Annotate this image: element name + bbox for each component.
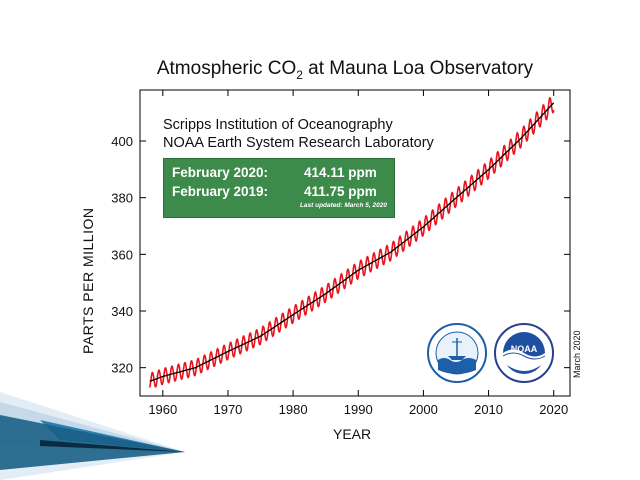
monthly-series-line xyxy=(149,96,555,388)
reading-2019-label: February 2019: xyxy=(172,184,269,199)
reading-row-2020: February 2020: 414.11 ppm xyxy=(172,165,377,180)
institution-line-2: NOAA Earth System Research Laboratory xyxy=(163,135,434,151)
latest-reading-box: February 2020: 414.11 ppm February 2019:… xyxy=(163,158,395,218)
reading-2020-value: 414.11 ppm xyxy=(304,165,377,180)
vertical-date-label: March 2020 xyxy=(572,330,582,378)
x-tick-label: 1970 xyxy=(213,402,242,417)
trend-series-line xyxy=(149,102,555,382)
x-tick-label: 1990 xyxy=(344,402,373,417)
x-tick-label: 2010 xyxy=(474,402,503,417)
x-tick-label: 1960 xyxy=(148,402,177,417)
y-tick-label: 360 xyxy=(111,247,133,262)
x-axis-label: YEAR xyxy=(333,426,372,442)
scripps-seal-icon xyxy=(427,323,487,383)
axis-ticks xyxy=(140,90,570,396)
y-tick-label: 380 xyxy=(111,191,133,206)
y-tick-label: 340 xyxy=(111,304,133,319)
reading-2019-value: 411.75 ppm xyxy=(304,184,377,199)
noaa-logo-icon: NOAA xyxy=(494,323,554,383)
reading-row-2019: February 2019: 411.75 ppm xyxy=(172,184,377,199)
series-layer xyxy=(149,96,555,388)
x-tick-label: 2000 xyxy=(409,402,438,417)
y-tick-label: 320 xyxy=(111,361,133,376)
x-tick-label: 1980 xyxy=(279,402,308,417)
noaa-logo-text: NOAA xyxy=(511,344,538,354)
y-axis-label: PARTS PER MILLION xyxy=(80,207,96,354)
reading-2020-label: February 2020: xyxy=(172,165,269,180)
institution-line-1: Scripps Institution of Oceanography xyxy=(163,117,393,133)
y-tick-label: 400 xyxy=(111,134,133,149)
plot-frame xyxy=(139,89,571,397)
last-updated-note: Last updated: March 5, 2020 xyxy=(299,202,387,209)
axis-tick-labels: 1960 1970 1980 1990 2000 2010 2020 320 340 360 380… xyxy=(111,134,568,417)
x-tick-label: 2020 xyxy=(539,402,568,417)
chart-title: Atmospheric CO2 at Mauna Loa Observatory xyxy=(156,58,534,82)
